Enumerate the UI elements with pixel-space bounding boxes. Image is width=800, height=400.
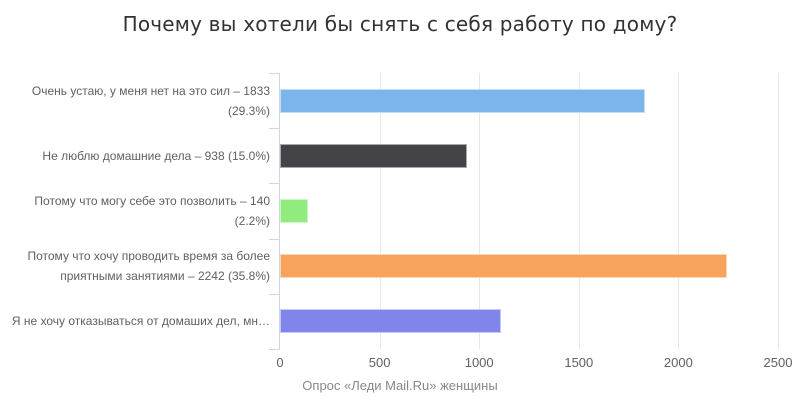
x-tick-label: 2000 (663, 355, 693, 370)
category-label-line: приятными занятиями – 2242 (35.8%) (60, 269, 270, 284)
credits-label: Опрос «Леди Mail.Ru» женщины (302, 378, 498, 393)
category-label-line: Я не хочу отказываться от домаших дел, м… (11, 314, 270, 329)
category-label: Я не хочу отказываться от домаших дел, м… (8, 294, 270, 349)
category-label-line: Потому что могу себе это позволить – 140 (34, 193, 270, 208)
x-tick-label: 1500 (564, 355, 594, 370)
gridline (479, 73, 481, 349)
bar[interactable] (280, 143, 467, 168)
category-label: Потому что могу себе это позволить – 140… (8, 183, 270, 238)
category-label-line: Не люблю домашние дела – 938 (15.0%) (42, 148, 270, 163)
category-axis-tick (269, 183, 279, 185)
x-tick-label: 0 (276, 355, 284, 370)
bar[interactable] (280, 254, 727, 279)
category-label-line: Потому что хочу проводить время за более (27, 249, 270, 264)
bar[interactable] (280, 88, 646, 113)
category-label-line: Очень устаю, у меня нет на это сил – 183… (31, 83, 270, 98)
category-axis-line (279, 73, 280, 350)
category-label-line: (29.3%) (227, 103, 270, 118)
x-tick-label: 500 (368, 355, 391, 370)
gridline (578, 73, 580, 349)
category-label-line: (2.2%) (234, 213, 270, 228)
x-tick-label: 2500 (763, 355, 793, 370)
category-axis-tick (269, 238, 279, 240)
category-label: Очень устаю, у меня нет на это сил – 183… (8, 73, 270, 128)
gridline (379, 73, 381, 349)
bar[interactable] (280, 309, 501, 334)
category-axis-tick (269, 349, 279, 350)
bar[interactable] (280, 199, 308, 223)
category-label: Не люблю домашние дела – 938 (15.0%) (8, 128, 270, 183)
category-axis-tick (269, 73, 279, 74)
gridline (678, 73, 680, 349)
category-axis-tick (269, 293, 279, 295)
gridline (778, 73, 779, 349)
category-axis-labels: Очень устаю, у меня нет на это сил – 183… (0, 73, 270, 349)
chart-title: Почему вы хотели бы снять с себя работу … (122, 12, 678, 36)
category-axis-tick (269, 128, 279, 130)
x-tick-label: 1000 (464, 355, 494, 370)
x-axis-labels: 0 500 1000 1500 2000 2500 (276, 355, 792, 373)
category-label: Потому что хочу проводить время за более… (8, 239, 270, 294)
plot-area (269, 73, 779, 350)
